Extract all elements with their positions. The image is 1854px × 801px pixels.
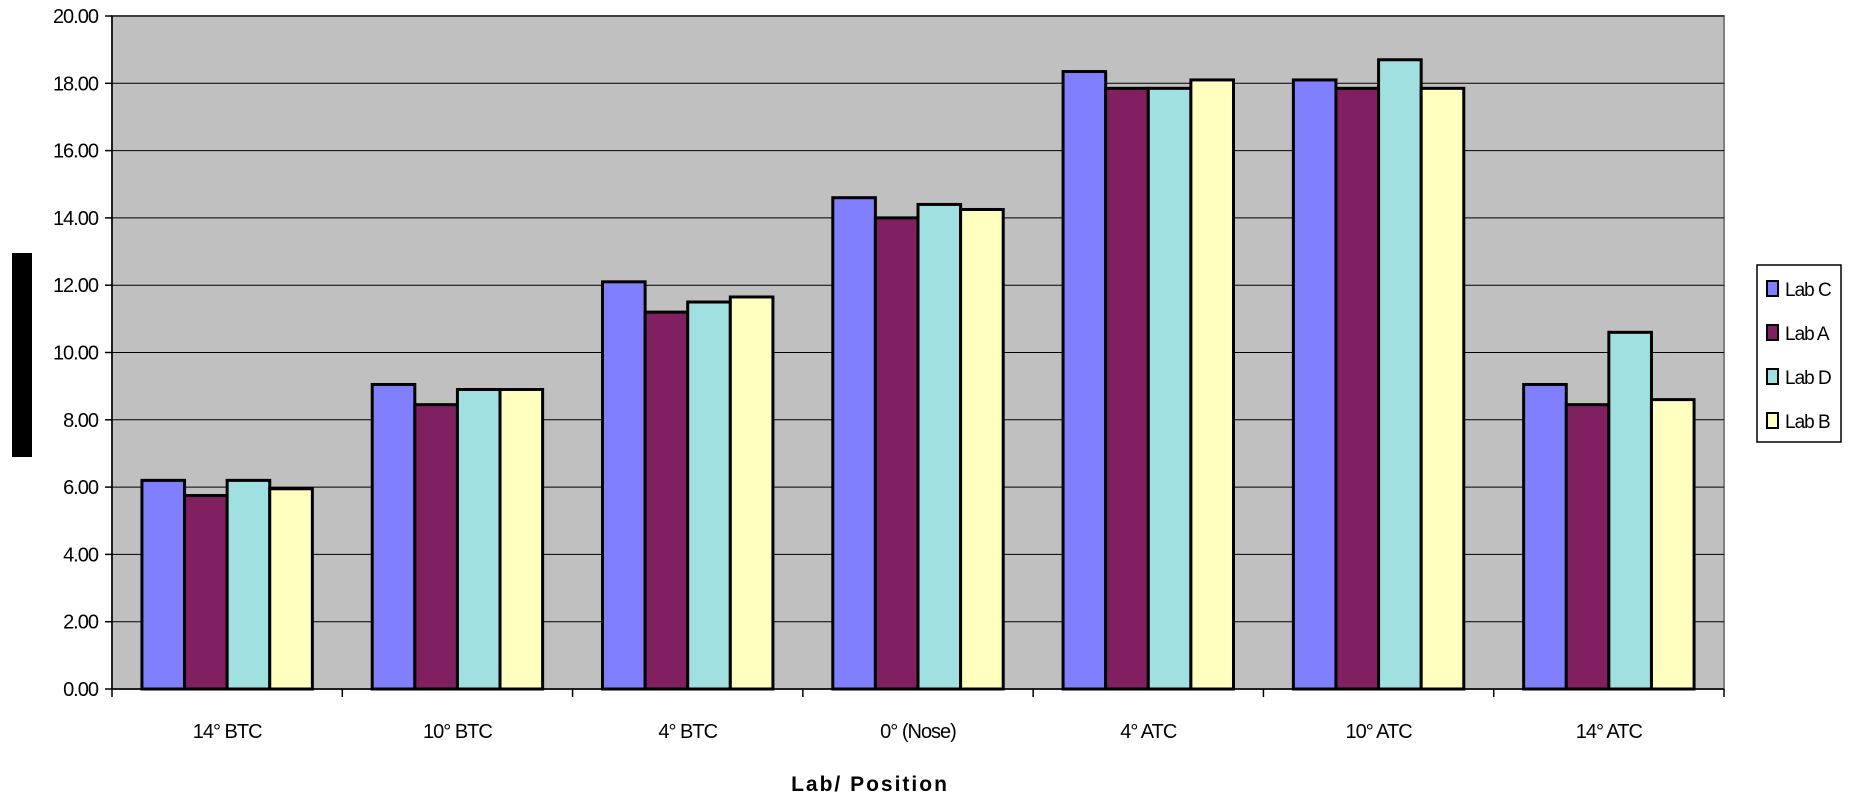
legend-swatch xyxy=(1766,280,1779,297)
bar xyxy=(728,295,775,691)
x-tick-label: 10° BTC xyxy=(423,721,492,743)
bar xyxy=(1649,398,1696,691)
bar xyxy=(916,202,963,691)
bar xyxy=(370,382,417,691)
bar xyxy=(498,388,545,691)
bar xyxy=(831,196,877,691)
legend-label: Lab A xyxy=(1785,324,1830,345)
bar xyxy=(1061,70,1108,691)
x-tick-label: 4° ATC xyxy=(1120,721,1177,743)
bar xyxy=(140,478,187,691)
bars xyxy=(140,58,1696,691)
bar xyxy=(183,494,229,691)
bar xyxy=(959,207,1005,691)
bar xyxy=(643,310,690,691)
bar xyxy=(1419,86,1466,691)
legend-swatch xyxy=(1766,368,1779,385)
bar xyxy=(1104,86,1150,691)
x-tick-label: 10° ATC xyxy=(1345,721,1412,743)
legend-swatch xyxy=(1766,412,1779,429)
bar xyxy=(1291,78,1338,691)
x-tick-labels: 14° BTC 10° BTC 4° BTC 0° (Nose) 4° ATC 10° A… xyxy=(193,721,1644,743)
legend-label: Lab B xyxy=(1785,412,1830,433)
y-tick-label: 0.00 xyxy=(63,679,99,701)
legend: Lab C Lab A Lab D Lab B xyxy=(1756,264,1842,443)
bar xyxy=(686,300,732,691)
bar xyxy=(1607,330,1653,691)
bar xyxy=(413,403,459,691)
legend-swatch xyxy=(1766,324,1779,341)
axes xyxy=(105,15,1725,697)
x-tick-label: 0° (Nose) xyxy=(880,721,956,743)
y-tick-label: 2.00 xyxy=(63,612,99,634)
y-tick-label: 12.00 xyxy=(53,275,99,297)
bar xyxy=(1564,403,1611,691)
y-tick-label: 14.00 xyxy=(53,208,99,230)
bar xyxy=(455,388,502,691)
bar xyxy=(268,487,314,691)
x-tick-label: 14° ATC xyxy=(1576,721,1643,743)
y-axis-title-block xyxy=(12,253,32,457)
legend-label: Lab C xyxy=(1785,280,1831,301)
y-tick-label: 16.00 xyxy=(53,141,99,163)
x-axis-title: Lab/ Position xyxy=(791,773,949,796)
bar xyxy=(1189,78,1235,691)
x-tick-label: 4° BTC xyxy=(658,721,717,743)
bar xyxy=(1334,86,1381,691)
y-tick-label: 8.00 xyxy=(63,410,99,432)
y-tick-label: 20.00 xyxy=(53,6,99,28)
y-tick-labels: 0.00 2.00 4.00 6.00 8.00 10.00 12.00 14.00 16.00… xyxy=(53,6,100,701)
bar xyxy=(1522,382,1568,691)
y-tick-label: 18.00 xyxy=(53,73,99,95)
legend-label: Lab D xyxy=(1785,368,1831,389)
bar xyxy=(873,216,920,691)
x-tick-label: 14° BTC xyxy=(193,721,262,743)
y-tick-label: 6.00 xyxy=(63,477,99,499)
bar xyxy=(1377,58,1423,691)
bar xyxy=(601,280,647,691)
y-tick-label: 4.00 xyxy=(63,544,99,566)
bar xyxy=(1146,86,1193,691)
y-tick-label: 10.00 xyxy=(53,343,99,365)
bar xyxy=(225,478,272,691)
